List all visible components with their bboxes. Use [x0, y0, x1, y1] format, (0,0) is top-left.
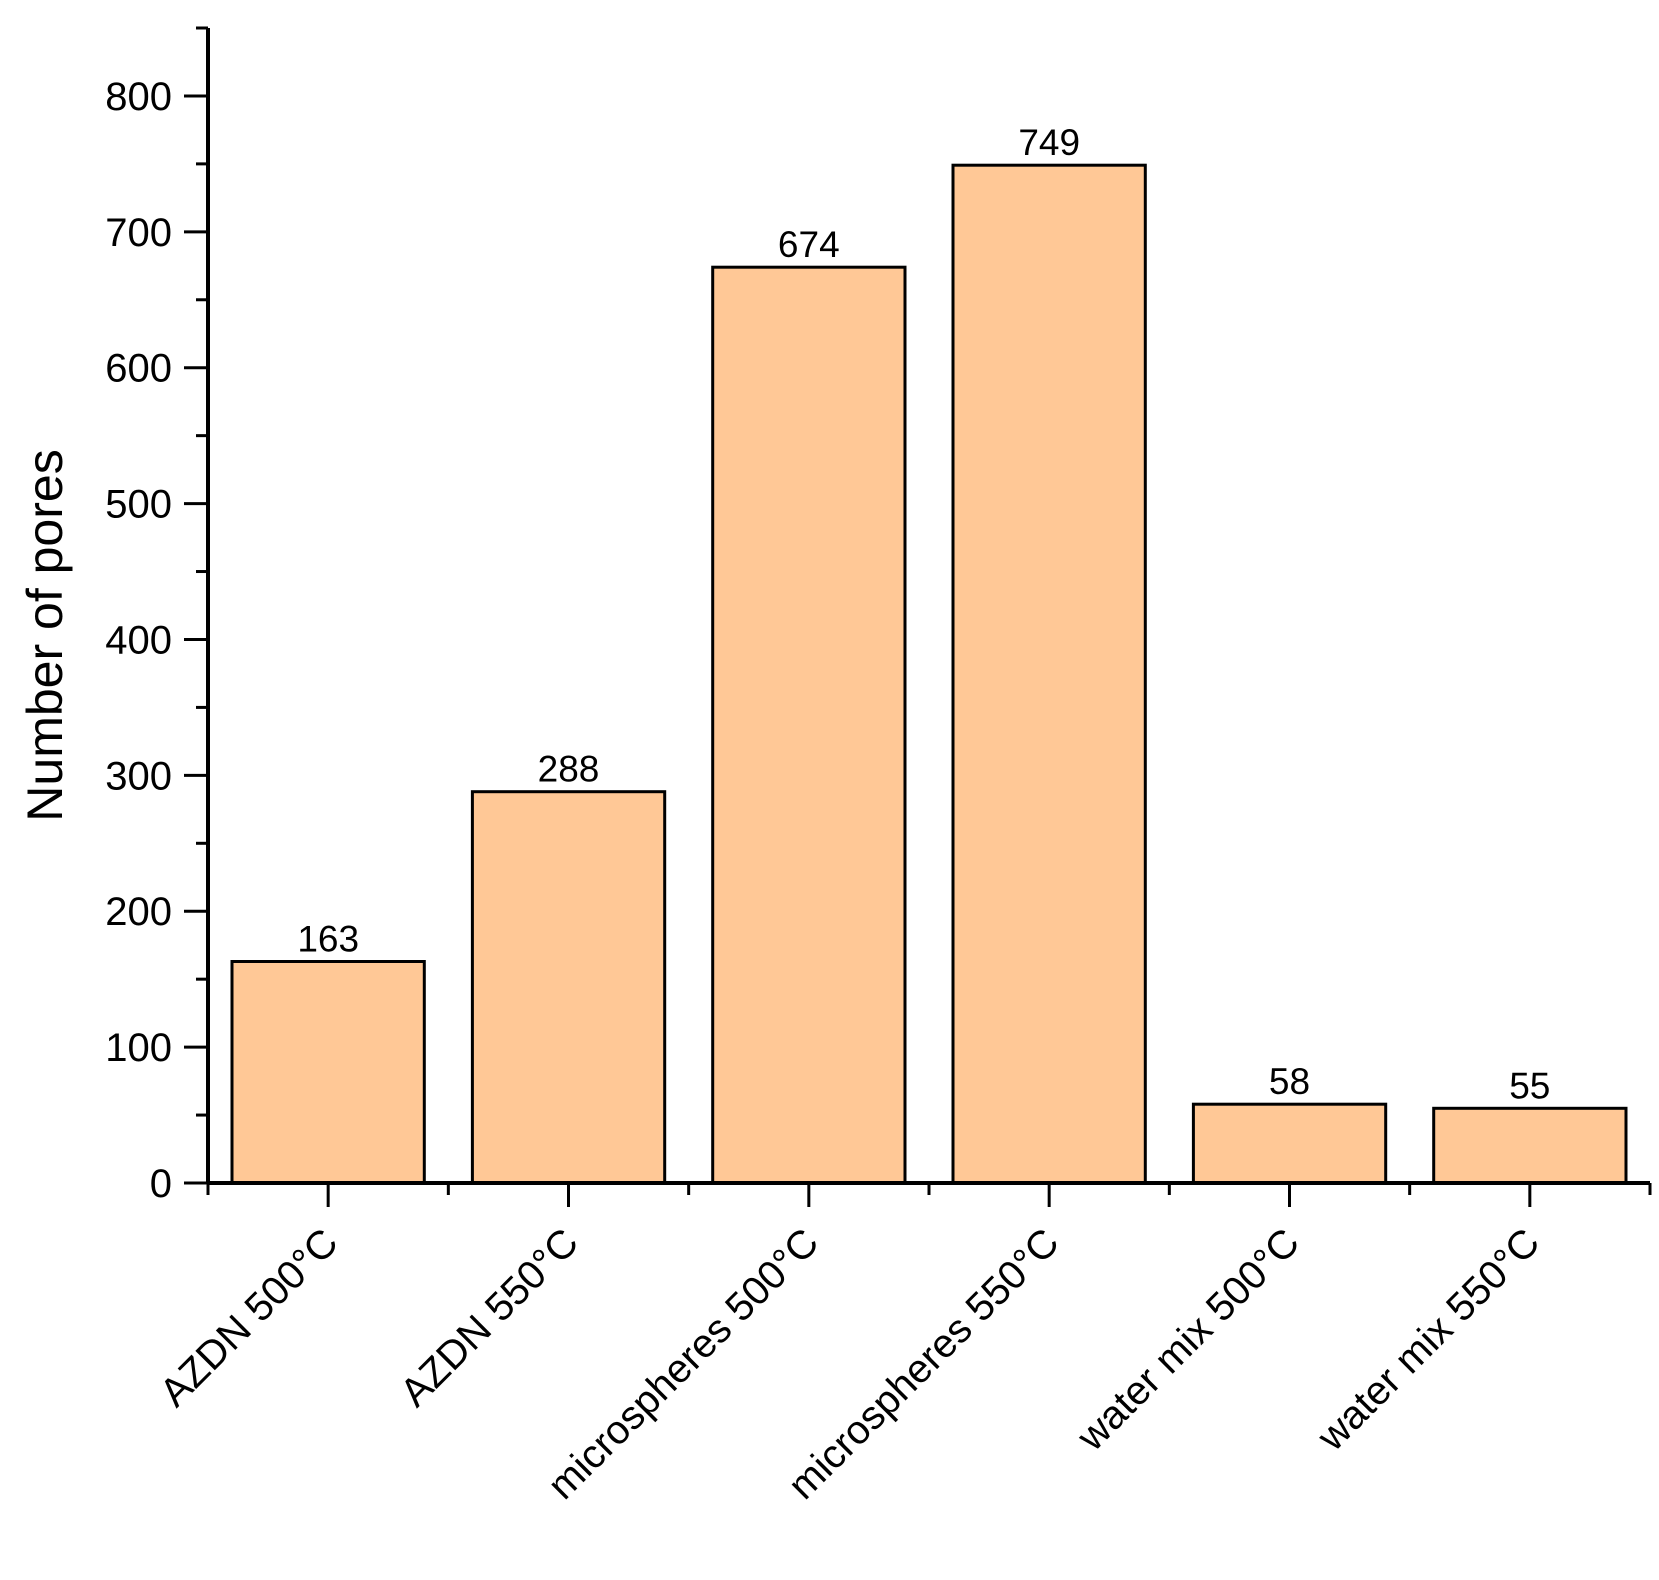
y-tick-label: 200 — [105, 890, 172, 934]
bar — [951, 163, 1147, 1185]
bar — [711, 265, 907, 1185]
y-tick-label: 800 — [105, 75, 172, 119]
bar — [230, 960, 426, 1185]
bar-value-label: 288 — [538, 749, 600, 790]
x-tick-label: microspheres 550°C — [780, 1220, 1068, 1508]
bars-layer — [230, 163, 1628, 1185]
bar-value-label: 749 — [1018, 122, 1080, 163]
x-tick-label: water mix 550°C — [1309, 1220, 1549, 1460]
bar-value-label: 58 — [1269, 1061, 1310, 1102]
bar-value-label: 674 — [778, 224, 840, 265]
y-tick-label: 100 — [105, 1026, 172, 1070]
x-tick-label: AZDN 550°C — [392, 1220, 587, 1415]
axes-layer — [184, 26, 1652, 1207]
x-tick-label: microspheres 500°C — [540, 1220, 828, 1508]
x-tick-label: water mix 500°C — [1068, 1220, 1308, 1460]
y-tick-label: 400 — [105, 619, 172, 663]
y-tick-label: 300 — [105, 754, 172, 798]
bar — [1191, 1102, 1388, 1185]
y-tick-label: 0 — [150, 1162, 172, 1206]
y-tick-label: 600 — [105, 347, 172, 391]
bar — [1432, 1106, 1628, 1185]
y-tick-label: 700 — [105, 211, 172, 255]
bar-value-label: 163 — [297, 919, 359, 960]
x-tick-label: AZDN 500°C — [152, 1220, 347, 1415]
bar-value-label: 55 — [1509, 1065, 1550, 1106]
y-axis-title: Number of pores — [17, 449, 73, 821]
y-tick-label: 500 — [105, 483, 172, 527]
bar — [470, 790, 667, 1185]
